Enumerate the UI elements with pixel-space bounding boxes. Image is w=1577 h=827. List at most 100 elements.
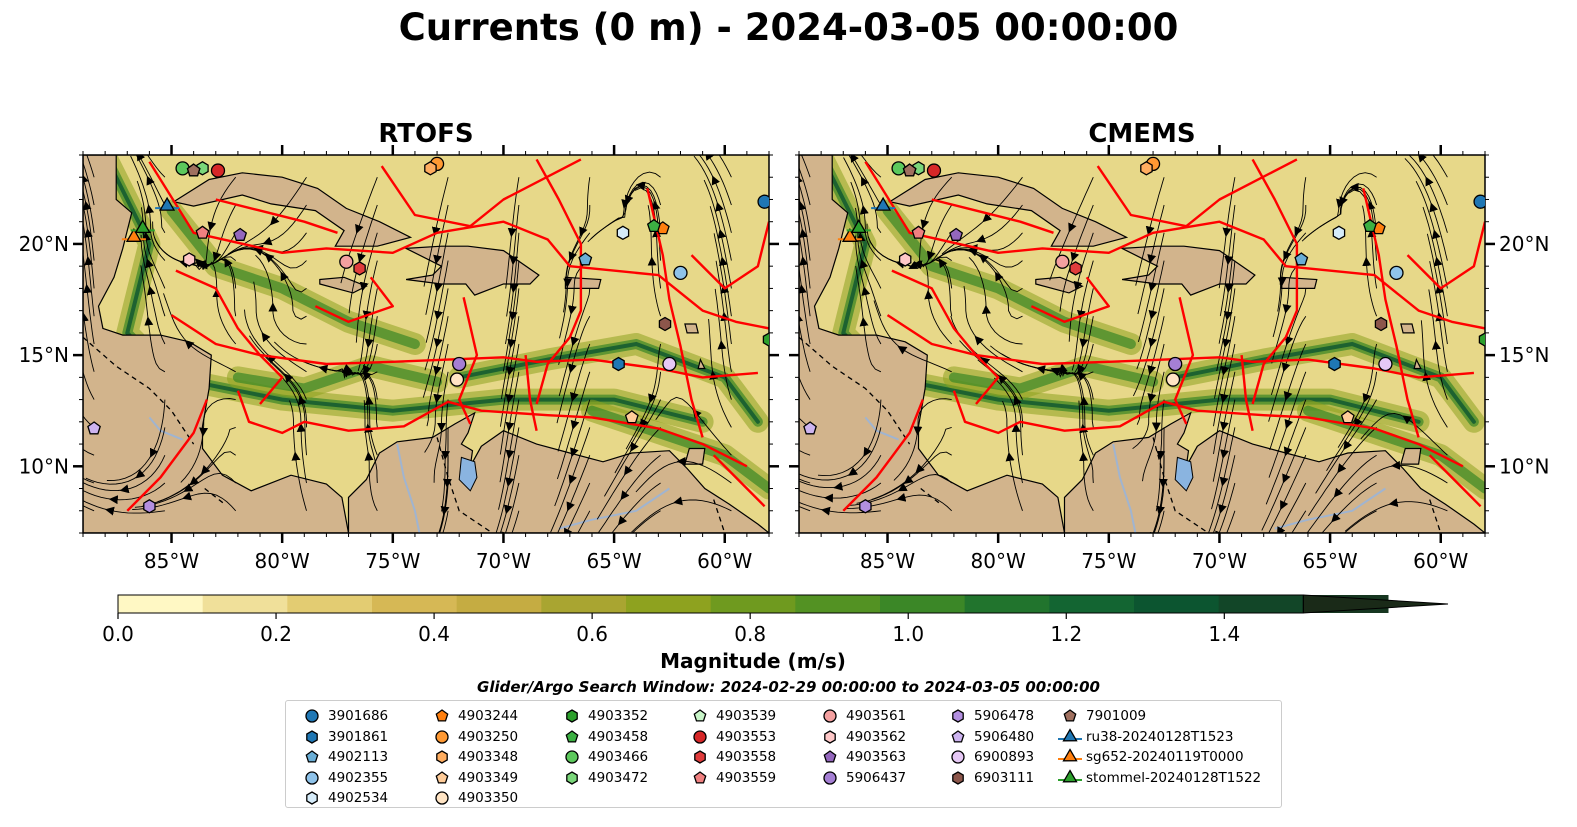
- x-tick-label: 60°W: [697, 549, 752, 573]
- streamline-arrow: [778, 383, 781, 389]
- marker-4903558: [694, 750, 706, 764]
- marker-sg652-20240119T0000: [1062, 748, 1078, 762]
- streamline-arrow: [65, 380, 67, 386]
- streamline-arrow: [1142, 557, 1146, 562]
- streamline: [565, 482, 591, 533]
- legend-marker: [306, 729, 318, 744]
- land: [1063, 411, 1485, 533]
- eez-boundary: [891, 269, 1000, 405]
- figure-title: Currents (0 m) - 2024-03-05 00:00:00: [398, 6, 1179, 49]
- search-window-caption: Glider/Argo Search Window: 2024-02-29 00…: [477, 678, 1100, 696]
- marker-4903244: [435, 709, 449, 722]
- eez-boundary: [1030, 276, 1110, 323]
- streamline-arrow: [1332, 540, 1337, 544]
- marker-4903458: [646, 218, 661, 233]
- marker-4903561: [823, 709, 837, 723]
- marker-4903352: [566, 709, 578, 723]
- legend-marker: [694, 750, 706, 764]
- platform-markers: [87, 156, 769, 514]
- marker-5906478: [952, 709, 964, 723]
- marker-5906480: [87, 421, 101, 435]
- legend-label: stommel-20240128T1522: [1086, 769, 1262, 786]
- marker-4903553: [926, 163, 942, 178]
- land: [1400, 447, 1422, 465]
- river: [396, 443, 421, 533]
- marker-4903558: [1069, 261, 1082, 276]
- river: [1274, 487, 1386, 530]
- legend-label: 6900893: [974, 749, 1035, 765]
- streamline: [631, 510, 661, 533]
- streamline: [146, 155, 166, 178]
- eez-boundary: [524, 354, 538, 431]
- streamline: [718, 155, 732, 178]
- marker-7901009: [902, 163, 917, 177]
- marker-4903563: [233, 227, 248, 241]
- marker-3901861: [306, 729, 318, 744]
- marker-4903352: [1478, 332, 1485, 347]
- colorbar-bin: [202, 595, 288, 613]
- eez-boundary: [1174, 297, 1195, 425]
- panel-title-cmems: CMEMS: [1088, 119, 1196, 149]
- streamline-arrow: [1411, 135, 1416, 139]
- streamline: [86, 155, 95, 178]
- x-tick-label: 65°W: [1302, 549, 1357, 573]
- speed-band-core: [948, 361, 1159, 394]
- land: [684, 323, 699, 334]
- marker-5906480: [803, 421, 817, 435]
- colorbar-bin: [964, 595, 1050, 613]
- colorbar-frame: [117, 594, 1304, 614]
- eez-boundary: [126, 399, 209, 512]
- marker-6903111: [658, 316, 672, 332]
- streamline: [1226, 510, 1236, 533]
- border: [83, 336, 195, 445]
- legend-marker: [305, 750, 319, 763]
- legend-marker: [1058, 748, 1082, 762]
- marker-4903350: [449, 372, 465, 387]
- legend-label: 3901861: [328, 728, 389, 745]
- marker-4902355: [673, 265, 688, 280]
- legend-marker: [823, 770, 837, 785]
- land: [684, 447, 706, 465]
- legend-marker: [436, 750, 448, 764]
- speed-band-core: [882, 205, 1136, 349]
- marker-ru38-20240128T1523: [1062, 727, 1078, 741]
- marker-4903561: [339, 254, 354, 269]
- marker-4903559: [911, 225, 926, 239]
- streamline: [1291, 510, 1307, 533]
- x-tick-label: 75°W: [365, 549, 420, 573]
- x-tick-label: 85°W: [144, 549, 199, 573]
- land: [83, 155, 350, 533]
- colorbar-tick-label: 0.6: [576, 622, 608, 646]
- legend-label: 4903553: [716, 728, 777, 745]
- legend-label: 4903563: [846, 749, 907, 765]
- legend-marker: [693, 729, 707, 744]
- legend-marker: [305, 709, 319, 723]
- legend-marker: [1063, 709, 1077, 722]
- marker-4903563: [823, 750, 837, 763]
- streamline: [511, 510, 520, 533]
- legend-label: 3901686: [328, 708, 389, 724]
- colorbar-bin: [710, 595, 796, 613]
- legend-label: 4903539: [716, 708, 777, 724]
- streamline: [799, 182, 811, 233]
- marker-3901861: [1328, 356, 1341, 372]
- land: [888, 172, 1129, 247]
- marker-3901686: [1473, 194, 1485, 209]
- streamline: [1153, 482, 1165, 533]
- marker-4902534: [616, 225, 630, 241]
- panel-title-rtofs: RTOFS: [378, 119, 474, 149]
- legend-marker: [306, 791, 318, 805]
- y-tick-label: 15°N: [1499, 343, 1549, 367]
- streamline: [83, 161, 95, 206]
- land: [697, 357, 706, 370]
- streamline-arrow: [619, 543, 623, 548]
- colorbar-bin: [372, 595, 458, 613]
- streamline: [1218, 482, 1236, 533]
- marker-4903559: [195, 225, 210, 239]
- colorbar-bin: [287, 595, 373, 613]
- legend-marker: [693, 709, 707, 722]
- river: [864, 416, 899, 441]
- eez-boundary: [864, 161, 1485, 330]
- streamline-arrow: [74, 125, 77, 131]
- eez-boundary: [1406, 221, 1485, 290]
